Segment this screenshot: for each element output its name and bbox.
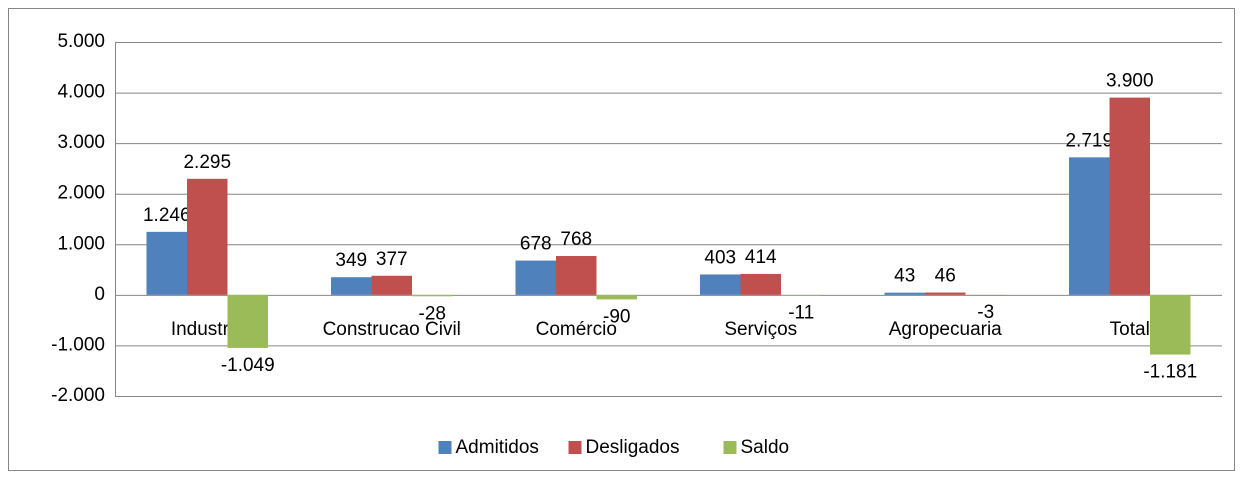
- value-label: -1.049: [221, 355, 275, 376]
- value-label: 768: [560, 229, 592, 250]
- bar: [371, 275, 412, 295]
- x-tick-label: Comércio: [536, 319, 617, 340]
- x-tick-label: Agropecuaria: [889, 319, 1002, 340]
- value-label: 678: [520, 234, 552, 255]
- bar: [596, 294, 637, 300]
- x-tick-label: Total: [1110, 319, 1150, 340]
- y-tick-label: -2.000: [51, 385, 105, 406]
- y-tick-label: 2.000: [57, 183, 105, 204]
- y-tick-label: 5.000: [57, 31, 105, 52]
- value-label: 414: [745, 247, 777, 268]
- bar: [412, 294, 453, 297]
- y-tick-label: 3.000: [57, 132, 105, 153]
- value-label: -3: [977, 302, 994, 323]
- bar: [1150, 294, 1191, 355]
- legend-label: Desligados: [586, 437, 680, 458]
- value-label: 1.246: [143, 205, 191, 226]
- bar: [187, 178, 228, 295]
- legend-swatch: [723, 441, 737, 454]
- value-label: -1.181: [1143, 362, 1197, 383]
- value-label: 349: [335, 250, 367, 271]
- bar: [740, 273, 781, 295]
- bar: [146, 231, 187, 295]
- value-label: 377: [376, 249, 408, 270]
- x-tick-label: Construcao Civil: [323, 319, 461, 340]
- bar: [227, 294, 268, 348]
- y-tick-label: 1.000: [57, 233, 105, 254]
- y-tick-label: -1.000: [51, 334, 105, 355]
- value-label: -28: [419, 303, 446, 324]
- x-tick-label: Serviços: [724, 319, 797, 340]
- value-label: 403: [704, 247, 736, 268]
- value-label: -11: [788, 302, 814, 323]
- value-label: 46: [935, 266, 956, 287]
- bar: [884, 292, 925, 295]
- bar: [1069, 157, 1110, 295]
- bar: [556, 256, 597, 295]
- bar: [700, 274, 741, 295]
- bar: [925, 292, 966, 295]
- value-label: -90: [603, 306, 630, 327]
- y-tick-label: 4.000: [57, 82, 105, 103]
- bar: [1109, 97, 1150, 295]
- bar: [781, 294, 822, 296]
- legend-label: Saldo: [741, 437, 790, 458]
- legend-label: Admitidos: [456, 437, 539, 458]
- bar: [331, 277, 372, 295]
- value-label: 2.295: [183, 152, 231, 173]
- x-tick-label: Industria: [171, 319, 244, 340]
- legend-swatch: [438, 441, 452, 454]
- legend-swatch: [568, 441, 582, 454]
- y-tick-label: 0: [94, 284, 105, 305]
- bar: [515, 260, 556, 295]
- value-label: 2.719: [1065, 130, 1113, 151]
- value-label: 3.900: [1106, 71, 1154, 92]
- value-label: 43: [894, 266, 915, 287]
